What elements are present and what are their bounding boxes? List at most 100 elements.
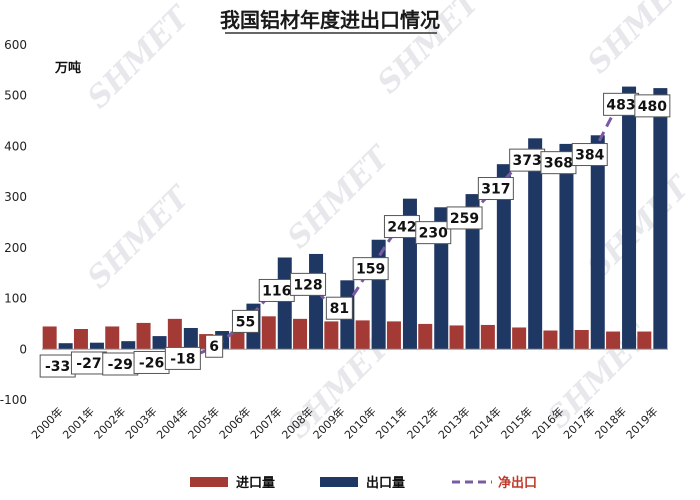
x-tick-label: 2006年: [216, 404, 253, 441]
watermark-text: SHMET: [281, 138, 398, 255]
x-tick-label: 2014年: [466, 404, 503, 441]
x-tick-label: 2011年: [373, 404, 410, 441]
bar-import: [324, 321, 339, 350]
data-label: 259: [450, 211, 479, 227]
bar-import: [73, 329, 88, 350]
data-label: -33: [45, 359, 70, 375]
legend-label-net: 净出口: [498, 475, 537, 491]
watermark-text: SHMET: [581, 0, 698, 81]
bar-import: [637, 331, 652, 350]
bar-import: [418, 323, 433, 350]
bar-import: [386, 321, 401, 350]
bar-import: [167, 318, 182, 350]
legend: 进口量 出口量 净出口: [190, 475, 537, 491]
bar-import: [136, 322, 151, 350]
data-label-box: [446, 206, 483, 230]
x-tick-label: 2000年: [28, 404, 65, 441]
x-tick-label: 2004年: [153, 404, 190, 441]
y-tick-label: 600: [4, 38, 27, 52]
legend-swatch-export: [320, 477, 358, 487]
x-tick-label: 2012年: [404, 404, 441, 441]
data-label: 230: [419, 226, 448, 242]
bar-export: [528, 138, 543, 350]
data-label: 55: [236, 314, 255, 330]
data-label: 384: [575, 148, 604, 164]
data-label: 6: [209, 339, 219, 355]
bar-import: [230, 331, 245, 350]
data-label: -18: [170, 351, 195, 367]
y-tick-label: 0: [19, 342, 27, 356]
y-ticks: -100 0 100 200 300 400 500 600: [0, 38, 27, 407]
bar-export: [622, 86, 637, 350]
watermark-text: SHMET: [81, 0, 198, 116]
x-tick-label: 2015年: [498, 404, 535, 441]
data-label: 368: [544, 156, 573, 172]
y-tick-label: 200: [4, 241, 27, 255]
legend-label-import: 进口量: [236, 476, 275, 491]
bar-export: [559, 143, 574, 350]
x-tick-label: 2005年: [185, 404, 222, 441]
x-tick-label: 2019年: [623, 404, 660, 441]
bar-export: [590, 135, 605, 350]
data-label-box: [571, 143, 608, 167]
data-label: 159: [356, 262, 385, 278]
bar-import: [355, 320, 370, 350]
data-label-box: [290, 272, 327, 296]
bar-import: [574, 330, 589, 350]
y-tick-label: 400: [4, 139, 27, 153]
bar-import: [105, 326, 120, 350]
x-tick-label: 2007年: [247, 404, 284, 441]
bar-export: [277, 257, 292, 350]
x-tick-label: 2002年: [91, 404, 128, 441]
data-label: 81: [330, 301, 349, 317]
bar-export: [496, 164, 511, 350]
data-labels: -33 -27 -29 -26 -18 6 55 116 128 81 159 242 23025931…: [39, 92, 671, 378]
bar-export: [465, 194, 480, 350]
bar-import: [42, 326, 57, 350]
bar-export: [371, 239, 386, 350]
data-label-box: [164, 346, 201, 370]
watermark-text: SHMET: [81, 178, 198, 295]
y-tick-label: 500: [4, 89, 27, 103]
bar-import: [261, 316, 276, 350]
bar-export: [653, 88, 668, 350]
x-tick-label: 2013年: [435, 404, 472, 441]
y-axis-unit: 万吨: [54, 60, 81, 76]
data-label-box: [231, 309, 259, 333]
data-label-box: [205, 334, 224, 358]
bar-import: [512, 327, 527, 350]
y-tick-label: 100: [4, 292, 27, 306]
data-label: -27: [76, 356, 101, 372]
data-label-box: [415, 221, 452, 245]
bar-import: [293, 318, 308, 350]
x-tick-label: 2010年: [341, 404, 378, 441]
bar-export: [152, 336, 167, 350]
data-label: 483: [606, 97, 635, 113]
data-label-box: [325, 296, 353, 320]
data-label-box: [352, 257, 389, 281]
legend-swatch-import: [190, 477, 228, 487]
data-label: 116: [262, 283, 291, 299]
data-label: 480: [638, 99, 667, 115]
x-tick-label: 2018年: [592, 404, 629, 441]
chart-title: 我国铝材年度进出口情况: [220, 8, 440, 32]
data-label-box: [634, 94, 671, 118]
data-label-box: [477, 177, 514, 201]
bar-export: [309, 253, 324, 350]
data-label: 317: [481, 182, 510, 198]
bar-import: [543, 330, 558, 350]
y-tick-label: -100: [0, 393, 27, 407]
bar-export: [89, 342, 104, 350]
data-label: -26: [139, 355, 164, 371]
data-label: 128: [293, 277, 322, 293]
data-label: -29: [108, 357, 133, 373]
bar-export: [121, 341, 136, 350]
bar-import: [606, 331, 621, 350]
data-label: 242: [387, 220, 416, 236]
x-tick-label: 2001年: [60, 404, 97, 441]
x-tick-label: 2003年: [122, 404, 159, 441]
y-tick-label: 300: [4, 190, 27, 204]
data-label: 373: [513, 153, 542, 169]
